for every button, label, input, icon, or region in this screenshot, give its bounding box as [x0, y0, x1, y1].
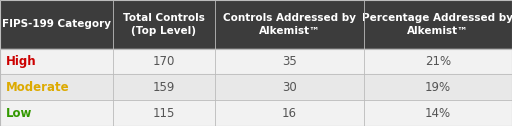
Text: 115: 115: [153, 107, 175, 120]
Text: Controls Addressed by
Alkemist™: Controls Addressed by Alkemist™: [223, 13, 356, 36]
Text: Moderate: Moderate: [6, 81, 70, 94]
Text: 159: 159: [153, 81, 175, 94]
Text: FIPS-199 Category: FIPS-199 Category: [2, 19, 111, 29]
Text: High: High: [6, 55, 37, 68]
Text: 35: 35: [282, 55, 296, 68]
Bar: [0, 0, 512, 49]
Text: 14%: 14%: [424, 107, 451, 120]
Text: 21%: 21%: [424, 55, 451, 68]
Bar: [0, 100, 512, 126]
Bar: [0, 49, 512, 74]
Text: 16: 16: [282, 107, 297, 120]
Bar: [0, 74, 512, 100]
Text: Total Controls
(Top Level): Total Controls (Top Level): [123, 13, 205, 36]
Text: Percentage Addressed by
Alkemist™: Percentage Addressed by Alkemist™: [362, 13, 512, 36]
Text: 170: 170: [153, 55, 175, 68]
Text: 30: 30: [282, 81, 296, 94]
Text: 19%: 19%: [424, 81, 451, 94]
Text: Low: Low: [6, 107, 33, 120]
